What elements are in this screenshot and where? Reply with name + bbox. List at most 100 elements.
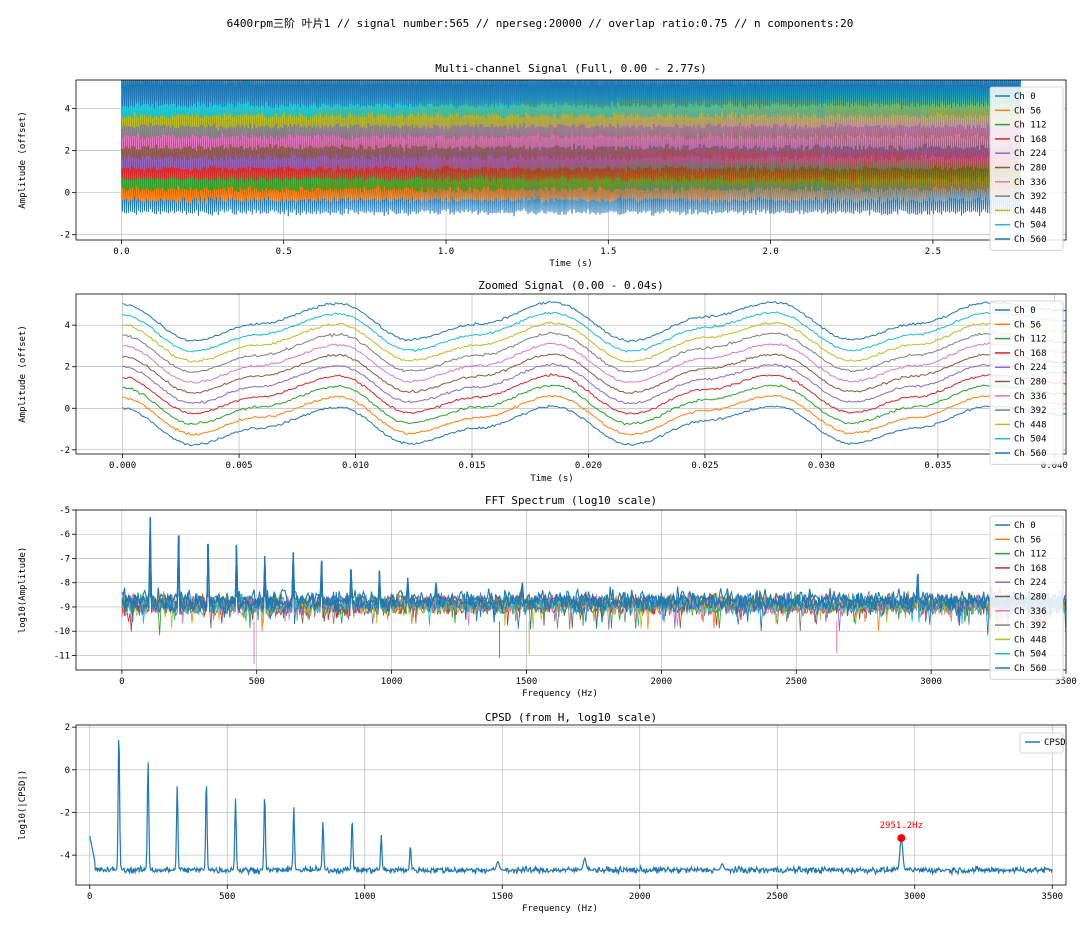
legend-label: Ch 336 — [1014, 392, 1047, 402]
legend-label: Ch 560 — [1014, 235, 1047, 245]
zoom-line-ch-168 — [122, 372, 1066, 415]
zoomed-signal-xlabel: Time (s) — [530, 474, 573, 484]
x-tick-label: 0.040 — [1041, 461, 1068, 471]
legend-label: Ch 504 — [1014, 435, 1047, 445]
legend-label: Ch 112 — [1014, 121, 1047, 131]
x-tick-label: 0 — [87, 892, 92, 902]
zoomed-signal-title: Zoomed Signal (0.00 - 0.04s) — [478, 279, 663, 292]
axes-frame — [75, 509, 1067, 671]
legend-label: Ch 392 — [1014, 621, 1047, 631]
zoom-line-ch-392 — [122, 331, 1066, 373]
x-tick-label: 2000 — [651, 677, 673, 687]
x-tick-label: 0.5 — [276, 247, 292, 257]
legend-label: Ch 0 — [1014, 521, 1036, 531]
legend-label: Ch 280 — [1014, 164, 1047, 174]
legend-box — [989, 86, 1064, 251]
legend-label: Ch 56 — [1014, 535, 1041, 545]
legend: Ch 0 Ch 56 Ch 112 Ch 168 Ch 224 Ch 280 Ch 336 C… — [989, 515, 1064, 680]
zoom-line-ch-112 — [122, 384, 1066, 426]
zoomed-signal-ylabel: Amplitude (offset) — [18, 325, 28, 423]
legend-label: Ch 112 — [1014, 335, 1047, 345]
fft-spectrum-title: FFT Spectrum (log10 scale) — [485, 494, 657, 507]
cpsd-ylabel: log10(|CPSD|) — [18, 770, 28, 840]
cpsd-title: CPSD (from H, log10 scale) — [485, 711, 657, 724]
y-tick-label: -5 — [59, 506, 70, 516]
fft-spectrum-xlabel: Frequency (Hz) — [522, 689, 598, 699]
full-signal-xlabel: Time (s) — [549, 259, 592, 269]
legend-label: Ch 504 — [1014, 650, 1047, 660]
zoom-line-ch-280 — [122, 352, 1066, 394]
full-signal-chart: Multi-channel Signal (Full, 0.00 - 2.77s… — [18, 62, 1067, 269]
x-tick-label: 0 — [119, 677, 124, 687]
legend-label: Ch 0 — [1014, 306, 1036, 316]
axes-frame — [75, 724, 1067, 886]
fft-spectrum-ylabel: log10(Amplitude) — [18, 547, 28, 634]
x-tick-label: 2.0 — [762, 247, 778, 257]
x-tick-label: 0.005 — [226, 461, 253, 471]
legend-label: Ch 112 — [1014, 550, 1047, 560]
legend-box — [989, 300, 1064, 465]
y-tick-label: -6 — [59, 530, 70, 540]
x-tick-label: 2000 — [629, 892, 651, 902]
legend-label: Ch 448 — [1014, 420, 1047, 430]
zoom-line-ch-0 — [122, 404, 1066, 447]
x-tick-label: 0.035 — [924, 461, 951, 471]
legend-label: Ch 56 — [1014, 106, 1041, 116]
legend-label: CPSD — [1044, 738, 1066, 748]
legend-label: Ch 224 — [1014, 363, 1047, 373]
cpsd-peak-label: 2951.2Hz — [880, 821, 923, 831]
x-tick-label: 3000 — [920, 677, 942, 687]
legend: CPSD — [1019, 732, 1066, 754]
y-tick-label: 0 — [65, 189, 70, 199]
legend-label: Ch 336 — [1014, 178, 1047, 188]
y-tick-label: 4 — [65, 321, 70, 331]
cpsd-peak-marker — [897, 834, 906, 843]
x-tick-label: 1.5 — [600, 247, 616, 257]
axes-frame — [75, 79, 1067, 241]
y-tick-label: 0 — [65, 766, 70, 776]
legend-label: Ch 560 — [1014, 664, 1047, 674]
fft-spectrum-chart: FFT Spectrum (log10 scale) Frequency (Hz… — [18, 494, 1077, 699]
legend-box — [989, 515, 1064, 680]
zoomed-signal-chart: Zoomed Signal (0.00 - 0.04s) Time (s) Am… — [18, 279, 1068, 484]
x-tick-label: 2500 — [785, 677, 807, 687]
cpsd-line — [89, 740, 1053, 877]
x-tick-label: 500 — [249, 677, 265, 687]
x-tick-label: 0.015 — [458, 461, 485, 471]
y-tick-label: 2 — [65, 147, 70, 157]
x-tick-label: 3000 — [904, 892, 926, 902]
x-tick-label: 0.010 — [342, 461, 369, 471]
zoom-line-ch-336 — [122, 342, 1066, 384]
zoom-line-ch-224 — [122, 362, 1066, 405]
x-tick-label: 0.020 — [575, 461, 602, 471]
y-tick-label: 0 — [65, 404, 70, 414]
legend-label: Ch 168 — [1014, 135, 1047, 145]
x-tick-label: 500 — [219, 892, 235, 902]
legend-label: Ch 224 — [1014, 149, 1047, 159]
legend-label: Ch 168 — [1014, 349, 1047, 359]
y-tick-label: 4 — [65, 104, 70, 114]
x-tick-label: 1500 — [516, 677, 538, 687]
legend-label: Ch 56 — [1014, 320, 1041, 330]
y-tick-label: -11 — [54, 651, 70, 661]
legend-label: Ch 504 — [1014, 221, 1047, 231]
y-tick-label: -2 — [59, 808, 70, 818]
x-tick-label: 3500 — [1041, 892, 1063, 902]
y-tick-label: 2 — [65, 363, 70, 373]
legend-label: Ch 280 — [1014, 378, 1047, 388]
zoom-line-ch-448 — [122, 321, 1066, 363]
x-tick-label: 1500 — [491, 892, 513, 902]
legend-label: Ch 280 — [1014, 593, 1047, 603]
legend: Ch 0 Ch 56 Ch 112 Ch 168 Ch 224 Ch 280 Ch 336 C… — [989, 86, 1064, 251]
full-signal-ylabel: Amplitude (offset) — [18, 111, 28, 209]
grid-lines — [76, 725, 1066, 885]
cpsd-xlabel: Frequency (Hz) — [522, 904, 598, 914]
fft-line-ch-560 — [121, 517, 1066, 614]
x-tick-label: 0.025 — [691, 461, 718, 471]
zoom-line-ch-56 — [122, 394, 1066, 436]
x-tick-label: 0.0 — [113, 247, 129, 257]
zoom-line-ch-560 — [122, 300, 1066, 343]
x-tick-label: 0.000 — [109, 461, 136, 471]
y-tick-label: -9 — [59, 603, 70, 613]
